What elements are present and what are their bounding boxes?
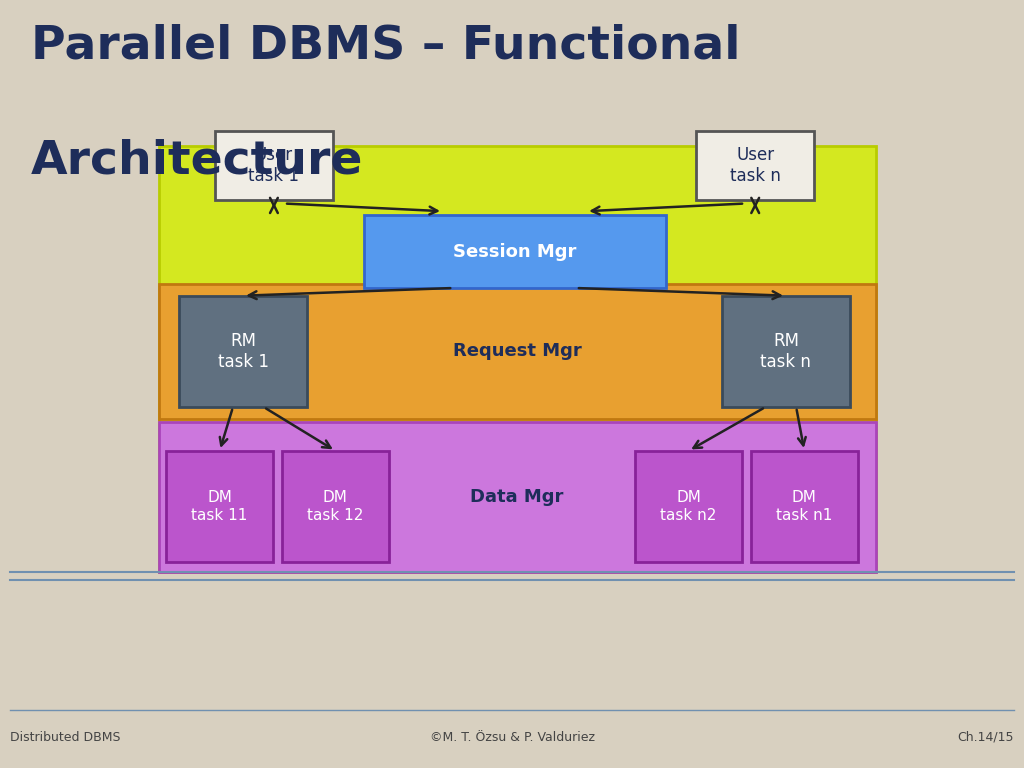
FancyBboxPatch shape — [159, 146, 876, 572]
Text: Session Mgr: Session Mgr — [453, 243, 577, 260]
Text: ©M. T. Özsu & P. Valduriez: ©M. T. Özsu & P. Valduriez — [429, 731, 595, 743]
Text: User
task 1: User task 1 — [249, 146, 299, 184]
Text: RM
task 1: RM task 1 — [218, 332, 268, 371]
FancyBboxPatch shape — [159, 284, 876, 419]
FancyBboxPatch shape — [722, 296, 850, 407]
FancyBboxPatch shape — [179, 296, 307, 407]
Text: Parallel DBMS – Functional: Parallel DBMS – Functional — [31, 23, 740, 68]
FancyBboxPatch shape — [751, 451, 858, 562]
Text: DM
task 11: DM task 11 — [191, 490, 248, 523]
Text: RM
task n: RM task n — [761, 332, 811, 371]
FancyBboxPatch shape — [166, 451, 273, 562]
FancyBboxPatch shape — [159, 422, 876, 572]
Text: Request Mgr: Request Mgr — [453, 343, 582, 360]
Text: DM
task n1: DM task n1 — [776, 490, 833, 523]
FancyBboxPatch shape — [215, 131, 333, 200]
FancyBboxPatch shape — [364, 215, 666, 288]
Text: Architecture: Architecture — [31, 138, 364, 184]
Text: DM
task 12: DM task 12 — [307, 490, 364, 523]
Text: Distributed DBMS: Distributed DBMS — [10, 731, 121, 743]
Text: Ch.14/15: Ch.14/15 — [957, 731, 1014, 743]
Text: DM
task n2: DM task n2 — [660, 490, 717, 523]
Text: Data Mgr: Data Mgr — [470, 488, 564, 506]
Text: User
task n: User task n — [730, 146, 780, 184]
FancyBboxPatch shape — [635, 451, 742, 562]
FancyBboxPatch shape — [696, 131, 814, 200]
FancyBboxPatch shape — [282, 451, 389, 562]
